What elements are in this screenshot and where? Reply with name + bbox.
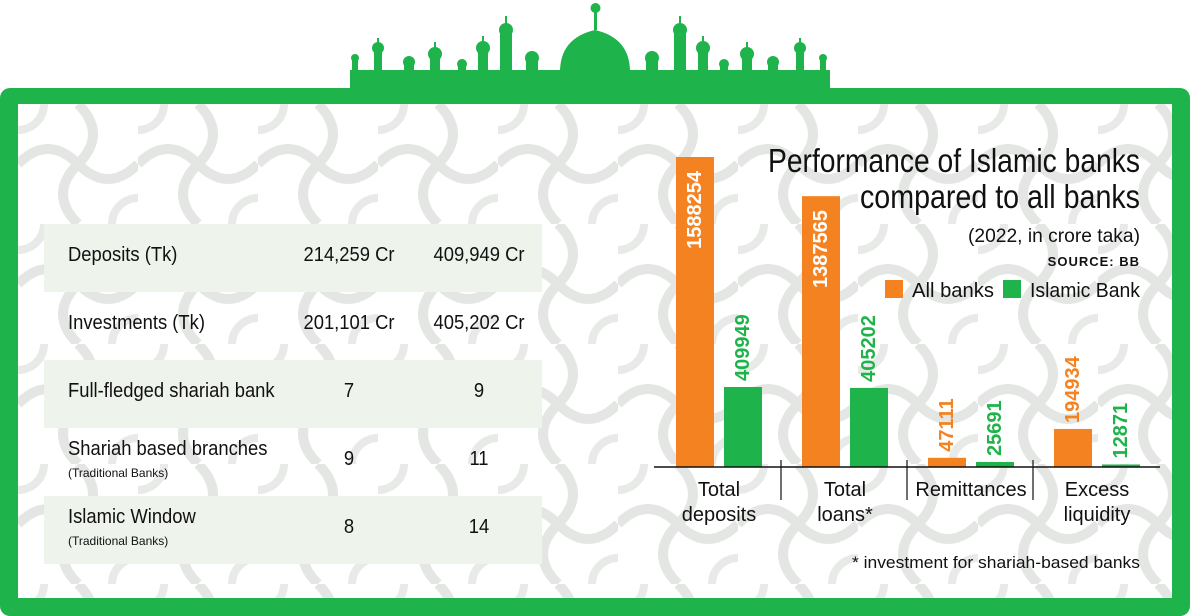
- bar-islamic-bank-excess-liquidity: [1102, 464, 1140, 467]
- data-label-islamic-bank-3: 12871: [1110, 403, 1132, 459]
- table-row: Shariah based branches (Traditional Bank…: [44, 428, 542, 496]
- x-tick-label-1-1: loans*: [817, 504, 873, 526]
- row-label: Investments (Tk): [68, 312, 206, 334]
- x-tick-label-2-0: Remittances: [915, 479, 1026, 501]
- data-label-islamic-bank-1: 405202: [858, 315, 880, 382]
- bar-islamic-bank-total-loans: [850, 387, 888, 467]
- data-label-islamic-bank-0: 409949: [732, 314, 754, 381]
- data-label-all-banks-3: 194934: [1062, 355, 1084, 423]
- row-label: Deposits (Tk): [68, 244, 178, 266]
- row-value-all: 8: [343, 516, 355, 538]
- legend-label-all-banks: All banks: [912, 280, 994, 302]
- mosque-skyline-icon: [350, 3, 830, 92]
- chart-title-line1: Performance of Islamic banks: [768, 142, 1140, 179]
- row-value-islamic: 14: [468, 516, 490, 538]
- legend-swatch-all-banks: [885, 280, 903, 298]
- legend-swatch-islamic-bank: [1003, 280, 1021, 298]
- chart-source: SOURCE: BB: [1048, 254, 1140, 269]
- data-label-all-banks-0: 1588254: [684, 170, 706, 249]
- data-label-all-banks-1: 1387565: [810, 210, 832, 288]
- row-sublabel: (Traditional Banks): [68, 466, 169, 480]
- x-tick-label-0-0: Total: [698, 479, 740, 501]
- row-value-all: 9: [343, 448, 355, 470]
- bar-all-banks-total-deposits: [676, 157, 714, 467]
- table-row: Investments (Tk) 201,101 Cr 405,202 Cr: [44, 292, 542, 360]
- data-label-all-banks-2: 47111: [936, 398, 958, 451]
- row-value-all: 7: [343, 380, 355, 402]
- bar-islamic-bank-total-deposits: [724, 386, 762, 467]
- x-tick-label-0-1: deposits: [682, 504, 757, 526]
- chart-title-line2: compared to all banks: [860, 178, 1140, 215]
- legend-label-islamic-bank: Islamic Bank: [1030, 280, 1141, 302]
- row-value-islamic: 405,202 Cr: [433, 312, 525, 334]
- x-tick-label-3-0: Excess: [1065, 479, 1129, 501]
- table-row: Islamic Window (Traditional Banks) 8 14: [44, 496, 542, 564]
- row-value-islamic: 409,949 Cr: [433, 244, 525, 266]
- bar-all-banks-remittances: [928, 457, 966, 467]
- x-tick-label-1-0: Total: [824, 479, 866, 501]
- bar-islamic-bank-remittances: [976, 461, 1014, 467]
- bar-all-banks-excess-liquidity: [1054, 428, 1092, 467]
- data-label-islamic-bank-2: 25691: [984, 400, 1006, 456]
- row-value-all: 201,101 Cr: [303, 312, 395, 334]
- x-tick-label-3-1: liquidity: [1064, 504, 1131, 526]
- row-label: Shariah based branches: [68, 438, 268, 460]
- row-label: Full-fledged shariah bank: [68, 380, 275, 402]
- row-value-islamic: 9: [473, 380, 485, 402]
- row-value-all: 214,259 Cr: [303, 244, 395, 266]
- bar-all-banks-total-loans: [802, 196, 840, 467]
- table-row: Full-fledged shariah bank 7 9: [44, 360, 542, 428]
- bars-group: 1588254 1387565 47111 194934 409949 405202 256…: [676, 157, 1140, 467]
- row-value-islamic: 11: [469, 448, 489, 470]
- row-label: Islamic Window: [68, 506, 196, 528]
- x-tick-labels: Total deposits Total loans* Remittances Exces…: [682, 479, 1131, 526]
- chart-footnote: * investment for shariah-based banks: [852, 553, 1140, 572]
- chart-subtitle: (2022, in crore taka): [968, 226, 1140, 247]
- table-row: Deposits (Tk) 214,259 Cr 409,949 Cr: [44, 224, 542, 292]
- comparison-table: Deposits (Tk) 214,259 Cr 409,949 Cr Inve…: [44, 224, 542, 564]
- row-sublabel: (Traditional Banks): [68, 534, 169, 548]
